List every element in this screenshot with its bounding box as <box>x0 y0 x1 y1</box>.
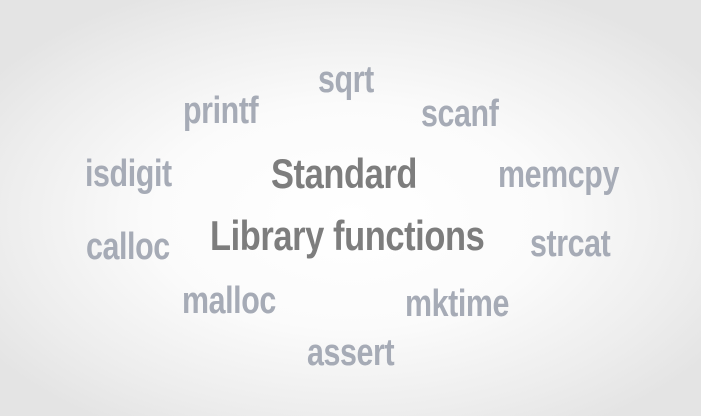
word-strcat: strcat <box>530 223 611 265</box>
title-line-standard: Standard <box>271 150 417 197</box>
word-calloc: calloc <box>86 226 170 268</box>
word-sqrt: sqrt <box>318 59 374 101</box>
word-assert: assert <box>307 332 395 374</box>
word-scanf: scanf <box>421 93 499 135</box>
title-line-library-functions: Library functions <box>210 212 485 259</box>
word-isdigit: isdigit <box>85 153 172 195</box>
word-malloc: malloc <box>182 280 276 322</box>
word-memcpy: memcpy <box>498 154 619 196</box>
word-printf: printf <box>183 90 259 132</box>
word-mktime: mktime <box>405 283 510 325</box>
